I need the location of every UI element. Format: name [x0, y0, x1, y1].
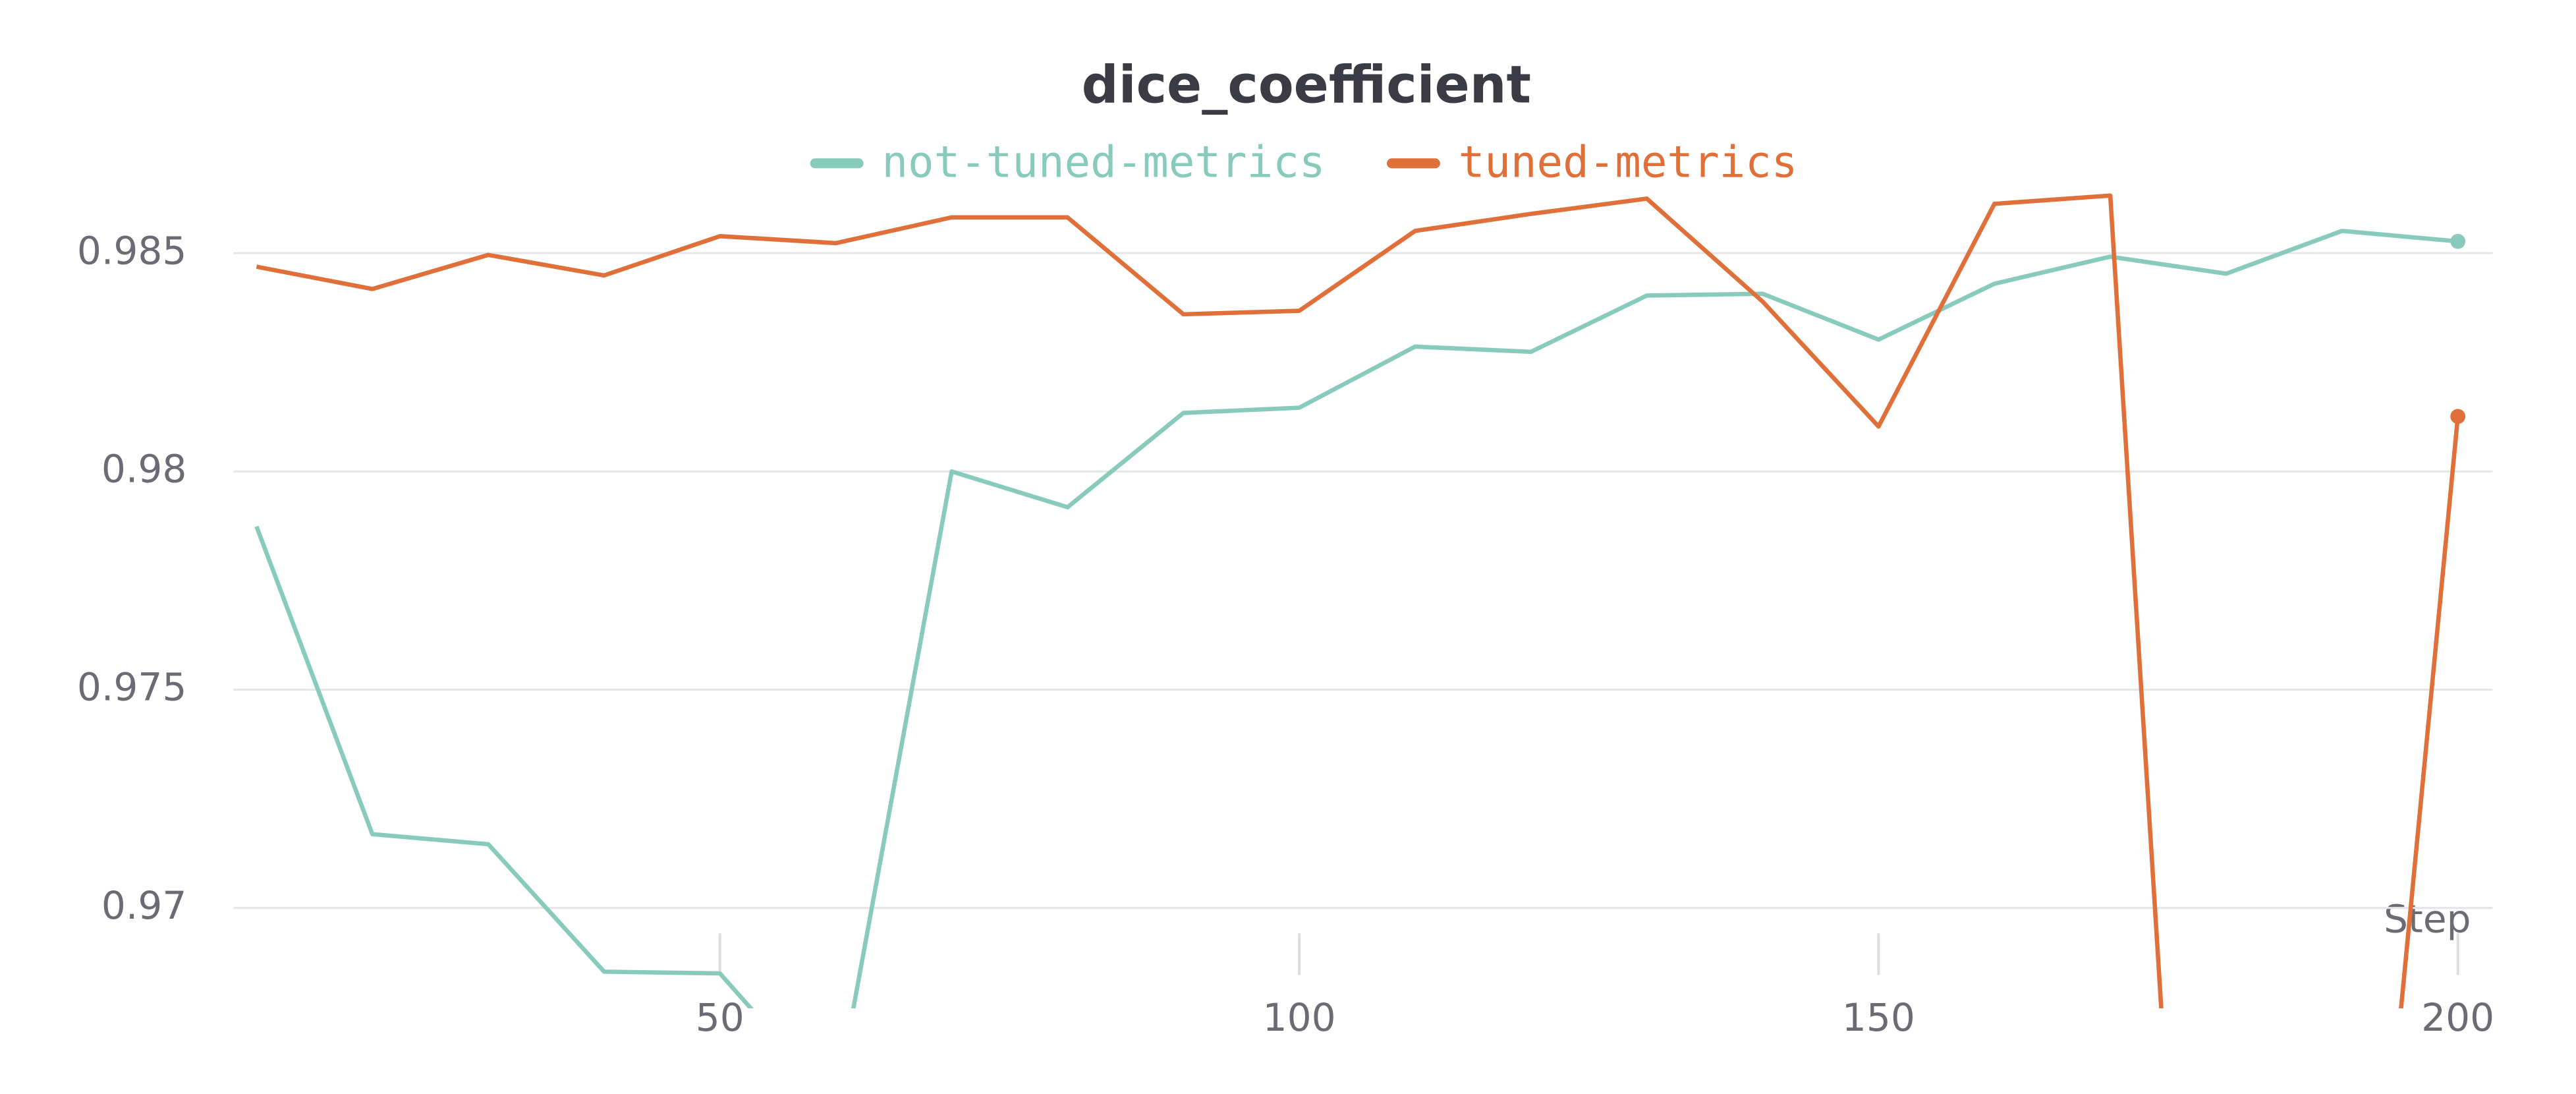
end-point [2450, 233, 2466, 249]
chart-title: dice_coefficient [1082, 55, 1531, 115]
end-point [2450, 409, 2466, 424]
legend-item: tuned-metrics [1386, 136, 1798, 187]
y-tick-label: 0.97 [101, 883, 187, 928]
x-tick-label: 200 [2421, 995, 2494, 1040]
grid [233, 252, 2493, 975]
legend-item: not-tuned-metrics [810, 136, 1325, 187]
x-axis-label: Step [2384, 897, 2471, 942]
legend-label: tuned-metrics [1459, 136, 1798, 187]
y-tick-label: 0.985 [77, 228, 187, 273]
legend-label: not-tuned-metrics [882, 136, 1325, 187]
series-line [256, 193, 2460, 1009]
y-tick-label: 0.975 [77, 665, 187, 710]
series-line [254, 229, 2458, 1009]
x-tick-label: 50 [696, 995, 744, 1040]
x-tick-label: 150 [1842, 995, 1915, 1040]
y-tick-label: 0.98 [101, 446, 187, 491]
plot-area [254, 193, 2466, 1009]
x-tick-label: 100 [1263, 995, 1336, 1040]
